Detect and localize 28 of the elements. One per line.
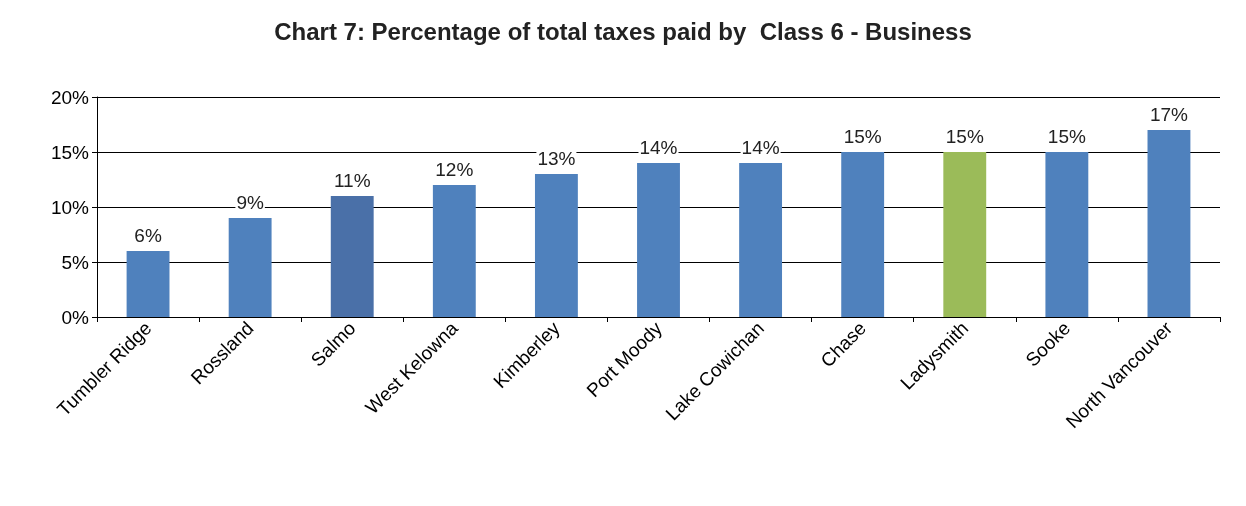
y-tick-label: 0% xyxy=(61,306,90,328)
bar xyxy=(228,218,272,317)
chart-title: Chart 7: Percentage of total taxes paid by Class 6 - Business xyxy=(274,17,972,45)
bar xyxy=(739,163,783,317)
data-label: 14% xyxy=(741,137,780,158)
data-label: 6% xyxy=(134,225,162,246)
data-label: 12% xyxy=(435,159,474,180)
bar xyxy=(432,185,476,317)
data-label: 14% xyxy=(639,137,678,158)
bar xyxy=(126,251,170,317)
data-label: 11% xyxy=(333,170,371,191)
bar xyxy=(1147,130,1191,317)
data-label: 13% xyxy=(537,148,576,169)
data-label: 17% xyxy=(1149,104,1189,125)
bar xyxy=(943,152,987,317)
data-label: 15% xyxy=(945,126,984,147)
bar xyxy=(637,163,680,317)
y-tick-label: 10% xyxy=(50,196,90,218)
y-tick-label: 5% xyxy=(61,251,90,273)
bar xyxy=(330,196,374,317)
bar xyxy=(841,152,885,317)
bar xyxy=(1045,152,1089,317)
data-label: 9% xyxy=(236,192,264,213)
data-label: 15% xyxy=(1047,126,1086,147)
data-label: 15% xyxy=(843,126,882,147)
bar xyxy=(534,174,578,317)
y-tick-label: 20% xyxy=(50,86,90,108)
y-tick-label: 15% xyxy=(50,141,90,163)
